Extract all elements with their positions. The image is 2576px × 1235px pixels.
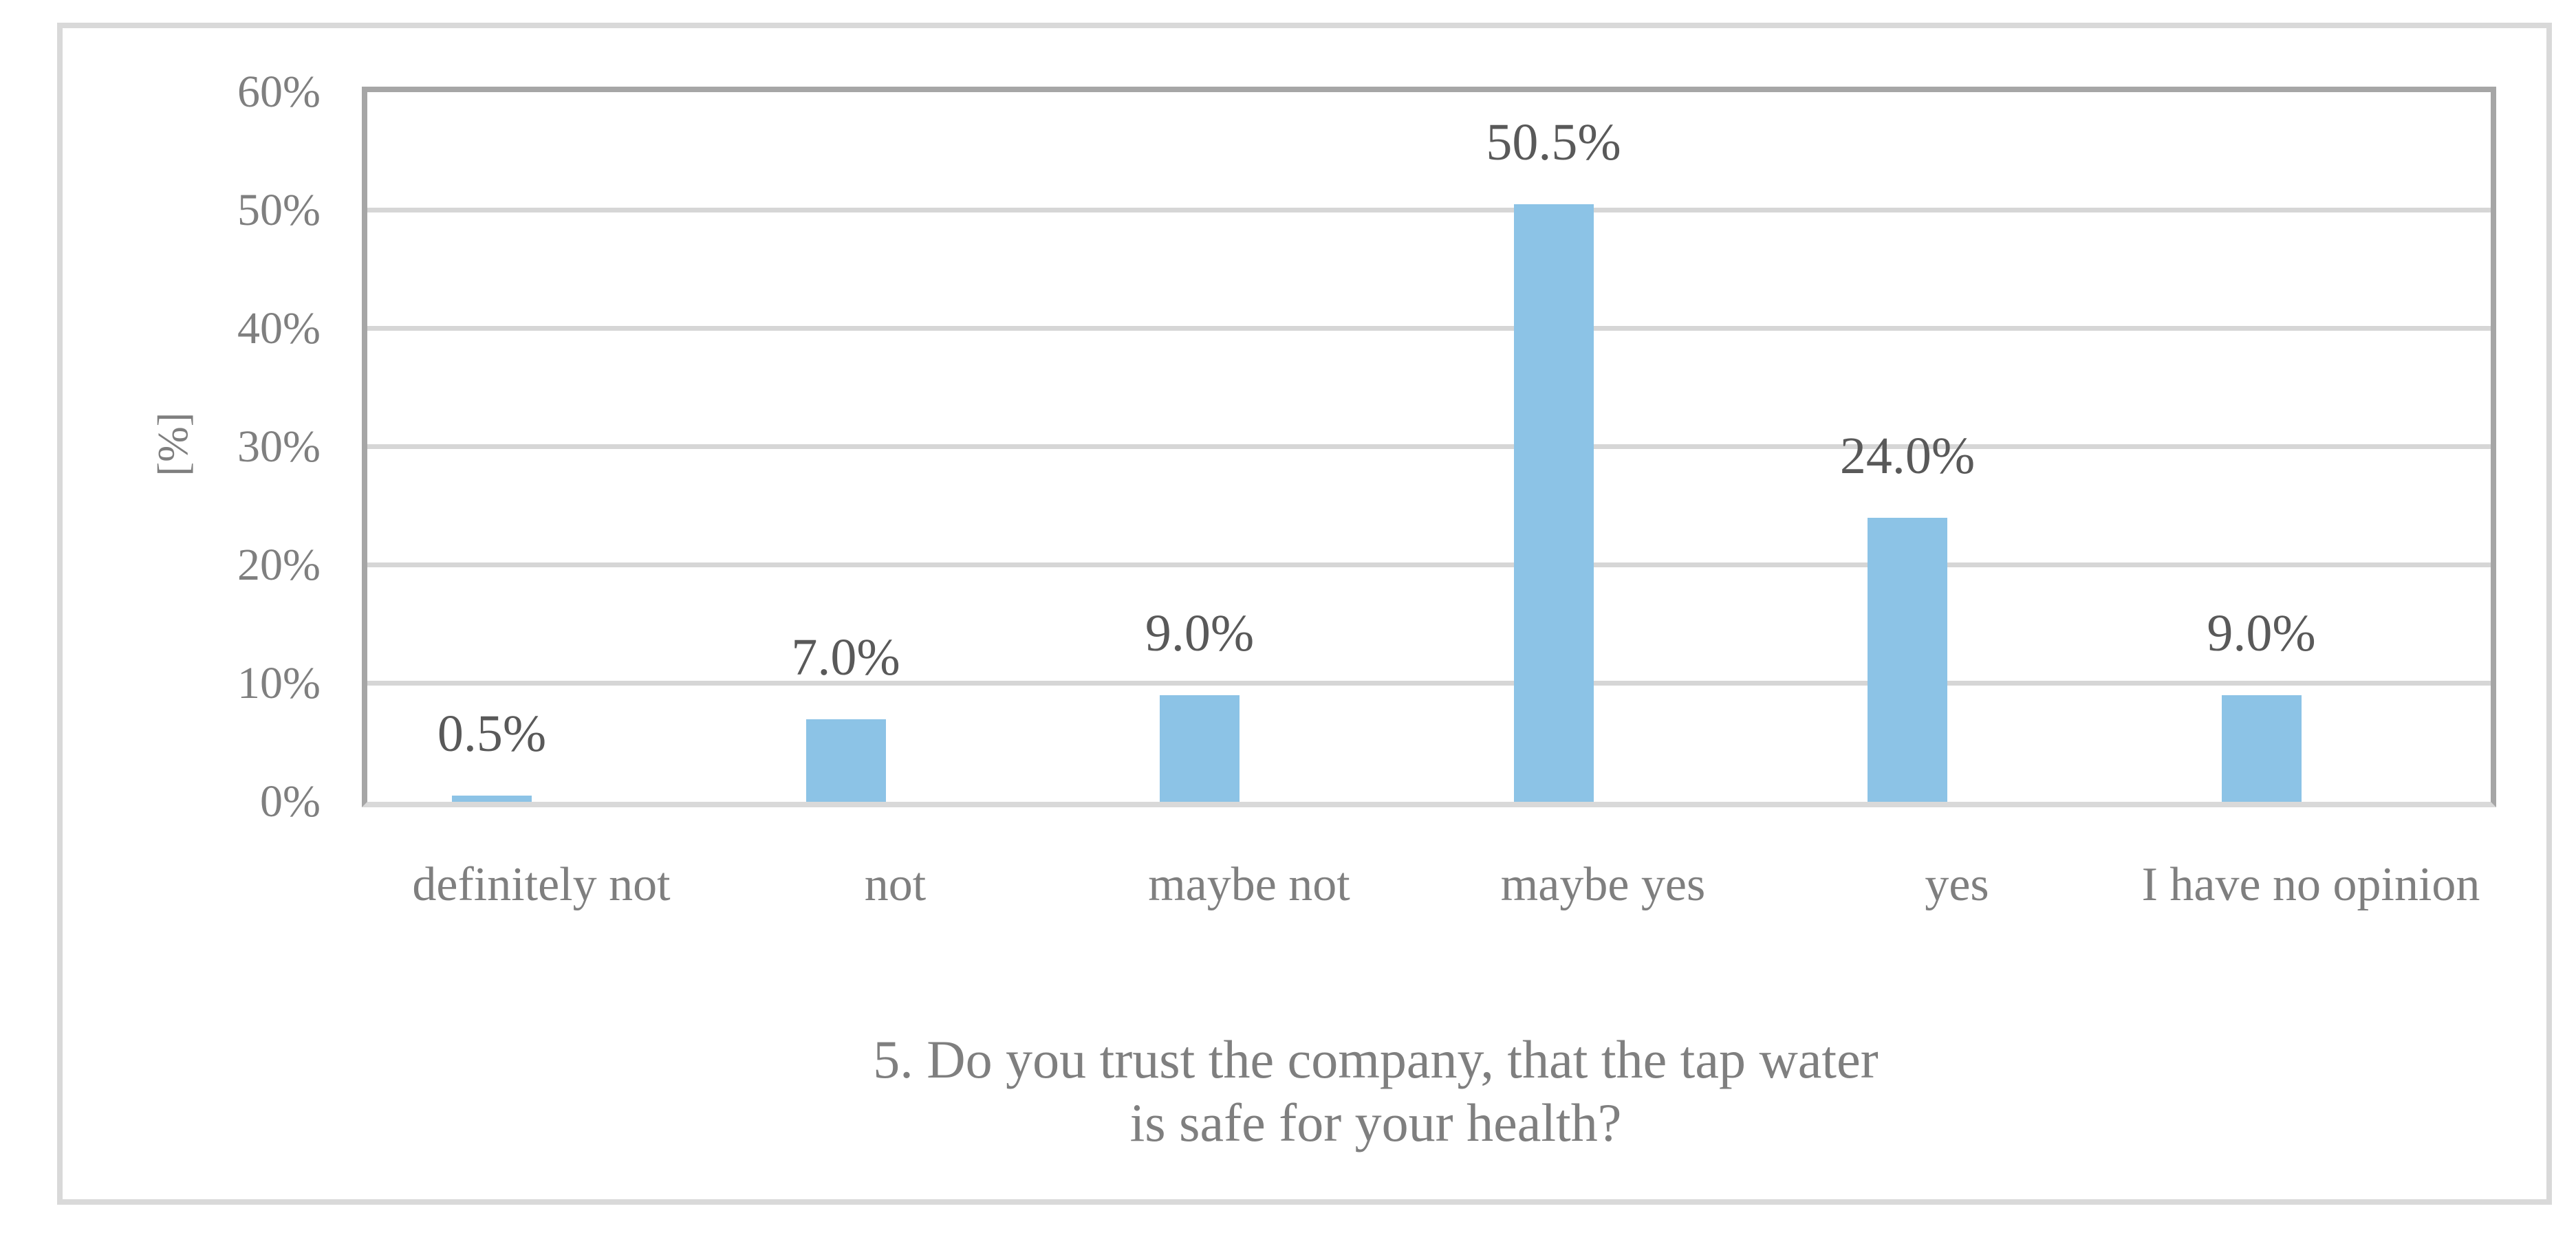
chart-caption-line-1: 5. Do you trust the company, that the ta… [873,1029,1879,1089]
plot-area: 0.5% 7.0% 9.0% 50.5% 24.0% 9.0% [362,87,2496,807]
y-tick-label: 50% [237,185,321,235]
gridline [367,562,2491,567]
x-category-label: maybe yes [1500,858,1706,911]
bar-value-label: 9.0% [1145,604,1255,663]
bar-value-label: 24.0% [1839,427,1976,485]
x-category-label: not [864,858,927,911]
chart-caption: 5. Do you trust the company, that the ta… [481,1028,2270,1155]
bar [2221,695,2302,802]
y-tick-label: 20% [237,540,321,590]
bar [1513,204,1594,802]
x-category-label: definitely not [412,858,671,911]
bar [1160,695,1240,802]
gridline [367,681,2491,686]
y-tick-label: 40% [237,303,321,353]
bar-value-label: 7.0% [791,628,900,686]
y-tick-label: 30% [237,422,321,472]
bar [452,796,532,802]
x-category-label: I have no opinion [2141,858,2480,911]
gridline [367,326,2491,331]
gridline [367,444,2491,449]
bar-value-label: 9.0% [2207,604,2316,663]
chart-caption-line-2: is safe for your health? [1129,1093,1622,1152]
gridline [367,208,2491,212]
bar-value-label: 0.5% [437,705,547,763]
bar [805,719,886,802]
x-category-label: maybe not [1148,858,1350,911]
y-tick-label: 0% [260,776,321,827]
y-tick-label: 60% [237,67,321,117]
x-category-label: yes [1925,858,1989,911]
y-tick-label: 10% [237,658,321,708]
bar-value-label: 50.5% [1486,113,1621,172]
bar [1868,518,1947,802]
